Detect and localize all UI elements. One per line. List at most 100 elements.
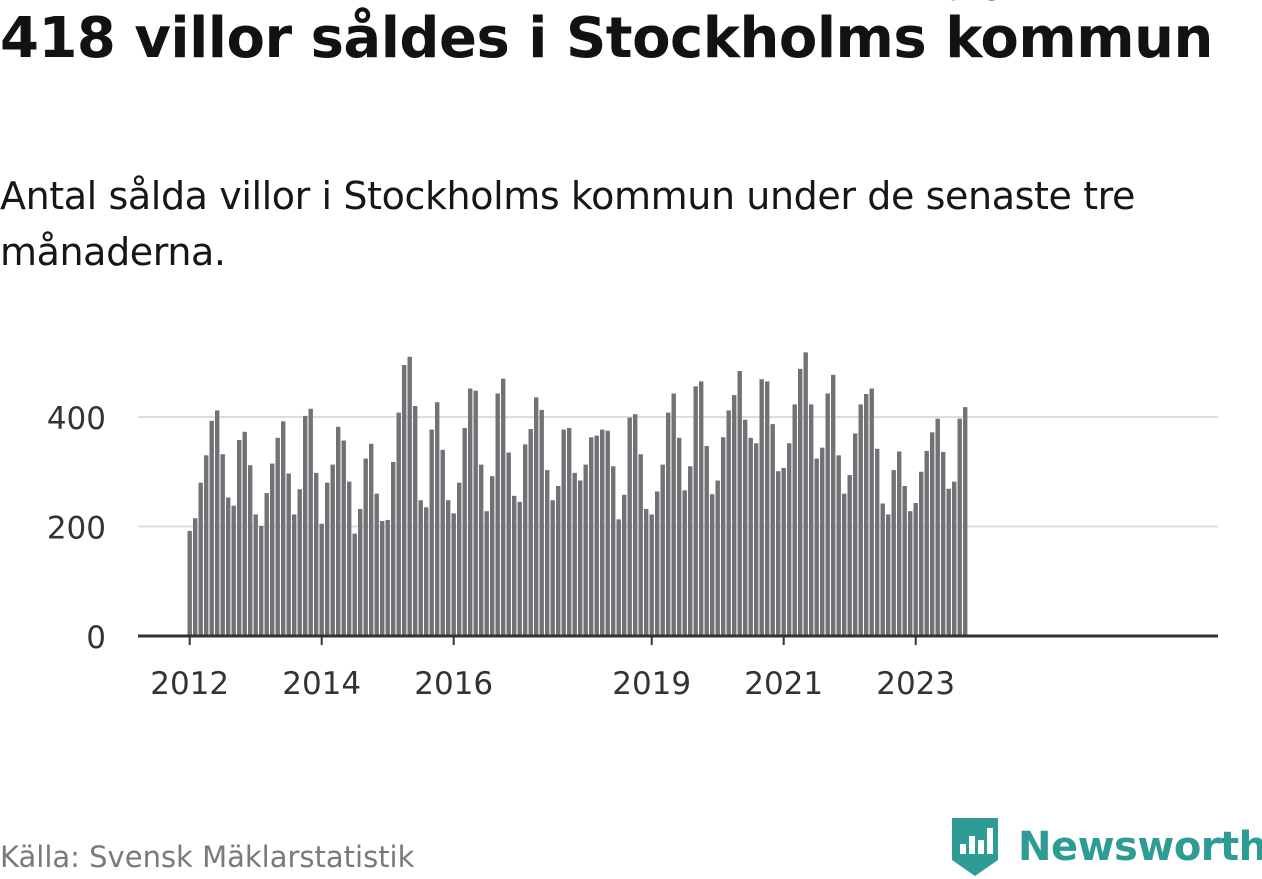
bar (462, 427, 467, 636)
bar (814, 458, 819, 636)
bar (248, 465, 253, 636)
bar (864, 394, 869, 636)
bar (677, 437, 682, 636)
bar (501, 378, 506, 636)
bar (352, 533, 357, 636)
bar (765, 381, 770, 636)
bar (341, 440, 346, 636)
bar (924, 450, 929, 636)
bar (820, 447, 825, 636)
bar (743, 419, 748, 636)
bar (930, 432, 935, 636)
bar (869, 388, 874, 636)
bar (281, 421, 286, 636)
y-tick-label: 400 (47, 401, 106, 437)
bar (435, 402, 440, 636)
bar (242, 431, 247, 636)
bar (473, 390, 478, 636)
bar (633, 414, 638, 636)
bar (286, 473, 291, 636)
bar (935, 418, 940, 636)
bar (275, 437, 280, 636)
bar (594, 435, 599, 636)
source-note: Källa: Svensk Mäklarstatistik (0, 840, 415, 874)
bar (710, 494, 715, 636)
bar (490, 476, 495, 636)
x-tick-label: 2016 (414, 666, 493, 702)
bar (655, 491, 660, 636)
bar (479, 464, 484, 636)
bar (484, 511, 489, 636)
bar (737, 371, 742, 636)
bar (666, 412, 671, 636)
bar (264, 493, 269, 636)
bar (660, 464, 665, 636)
bar (215, 410, 220, 636)
bar (919, 471, 924, 636)
bar (649, 514, 654, 636)
bar (825, 393, 830, 636)
bar (858, 404, 863, 636)
bar (407, 356, 412, 636)
bar (853, 433, 858, 636)
bar (781, 467, 786, 636)
bar (880, 503, 885, 636)
bar (792, 404, 797, 636)
bar (600, 429, 605, 636)
bar (721, 437, 726, 636)
bar (231, 505, 236, 636)
bar (319, 523, 324, 636)
bar (809, 404, 814, 636)
bar (424, 507, 429, 636)
axis-layer: 0 200 400 418 2012 2014 2016 2019 2021 2023 (47, 0, 1218, 702)
bar (556, 485, 561, 636)
x-tick-label: 2023 (876, 666, 955, 702)
bar (451, 513, 456, 636)
bar (875, 448, 880, 636)
bar (561, 429, 566, 636)
newsworthy-logo: Newsworthy (950, 816, 1262, 878)
bar (226, 497, 231, 636)
bar (259, 525, 264, 636)
bar (457, 482, 462, 636)
bar (336, 426, 341, 636)
y-tick-label: 200 (47, 511, 106, 547)
bar (770, 424, 775, 636)
bar (380, 521, 385, 636)
bar (759, 379, 764, 636)
chart-title: 418 villor såldes i Stockholms kommun (0, 6, 1213, 71)
x-tick-label: 2021 (744, 666, 823, 702)
bar (374, 493, 379, 636)
bar (798, 368, 803, 636)
bar (946, 488, 951, 636)
bar (358, 508, 363, 636)
x-tick-label: 2014 (282, 666, 361, 702)
bar (391, 461, 396, 636)
bar (748, 437, 753, 636)
bar (413, 406, 418, 636)
bar (589, 437, 594, 636)
bar (704, 446, 709, 636)
bar (671, 393, 676, 636)
bar (891, 470, 896, 636)
bar (842, 493, 847, 636)
bar (270, 463, 275, 636)
bar (253, 514, 258, 636)
bar (952, 481, 957, 636)
bar (314, 472, 319, 636)
bar (198, 482, 203, 636)
bar (897, 451, 902, 636)
bar (776, 471, 781, 636)
bar (308, 408, 313, 636)
bar (347, 481, 352, 636)
chart-subtitle: Antal sålda villor i Stockholms kommun u… (0, 174, 1136, 274)
bar (611, 466, 616, 636)
highlight-value-label: 418 (939, 0, 1002, 8)
bar (220, 454, 225, 636)
bar (638, 454, 643, 636)
bar (517, 501, 522, 636)
bar (572, 472, 577, 636)
bar (523, 444, 528, 636)
bar-layer (187, 352, 968, 636)
